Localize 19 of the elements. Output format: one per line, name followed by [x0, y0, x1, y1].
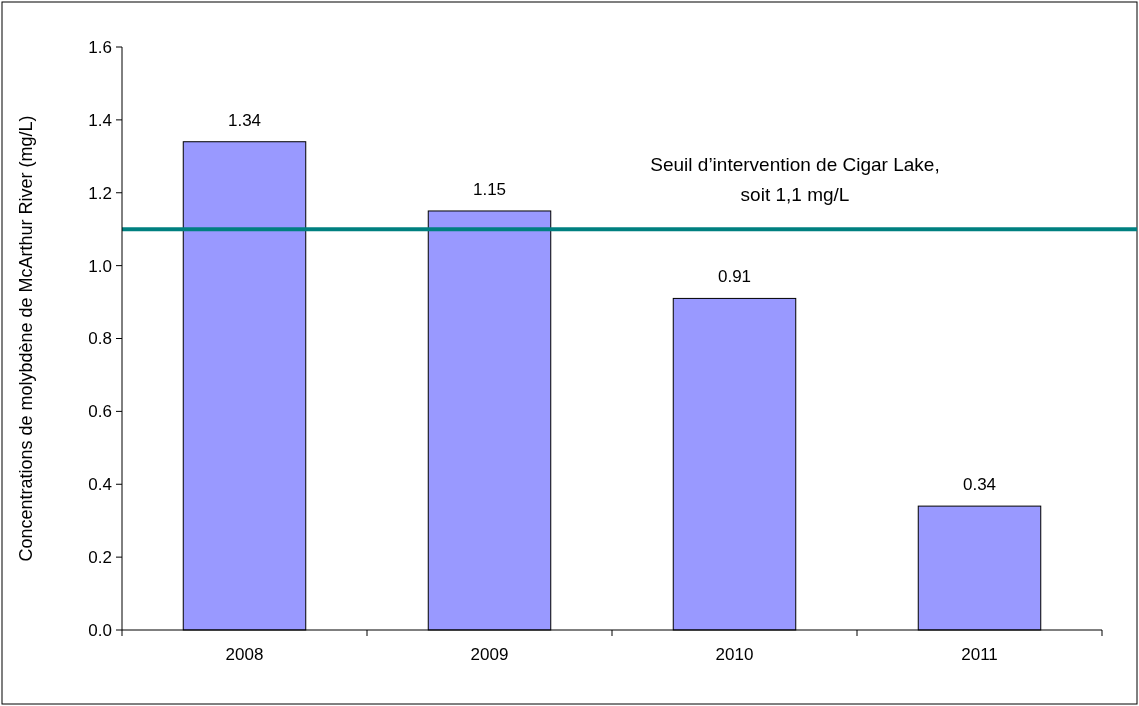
y-tick-label: 1.4 [88, 110, 112, 130]
x-tick-label: 2008 [225, 645, 264, 664]
y-tick-label: 1.2 [88, 183, 112, 203]
data-label: 1.15 [472, 179, 507, 199]
x-tick-label: 2011 [961, 645, 998, 664]
data-label: 0.91 [717, 267, 752, 287]
y-tick-label: 0.2 [88, 548, 112, 568]
x-tick-label: 2010 [715, 645, 754, 664]
y-tick-label: 0.0 [88, 620, 112, 640]
y-tick-label: 1.6 [88, 37, 112, 57]
y-axis-title: Concentrations de molybdène de McArthur River (mg/L) [16, 115, 36, 562]
ref-line-label: Seuil d’intervention de Cigar Lake, soit 1,1 mg/L [650, 154, 940, 206]
y-tick-label: 0.6 [88, 402, 112, 422]
y-tick-label: 0.4 [88, 475, 112, 495]
y-tick-label: 0.8 [88, 329, 112, 349]
data-label: 0.34 [962, 475, 997, 495]
x-tick-label: 2009 [470, 645, 509, 664]
y-tick-label: 1.0 [88, 256, 112, 276]
data-label: 1.34 [227, 110, 262, 130]
